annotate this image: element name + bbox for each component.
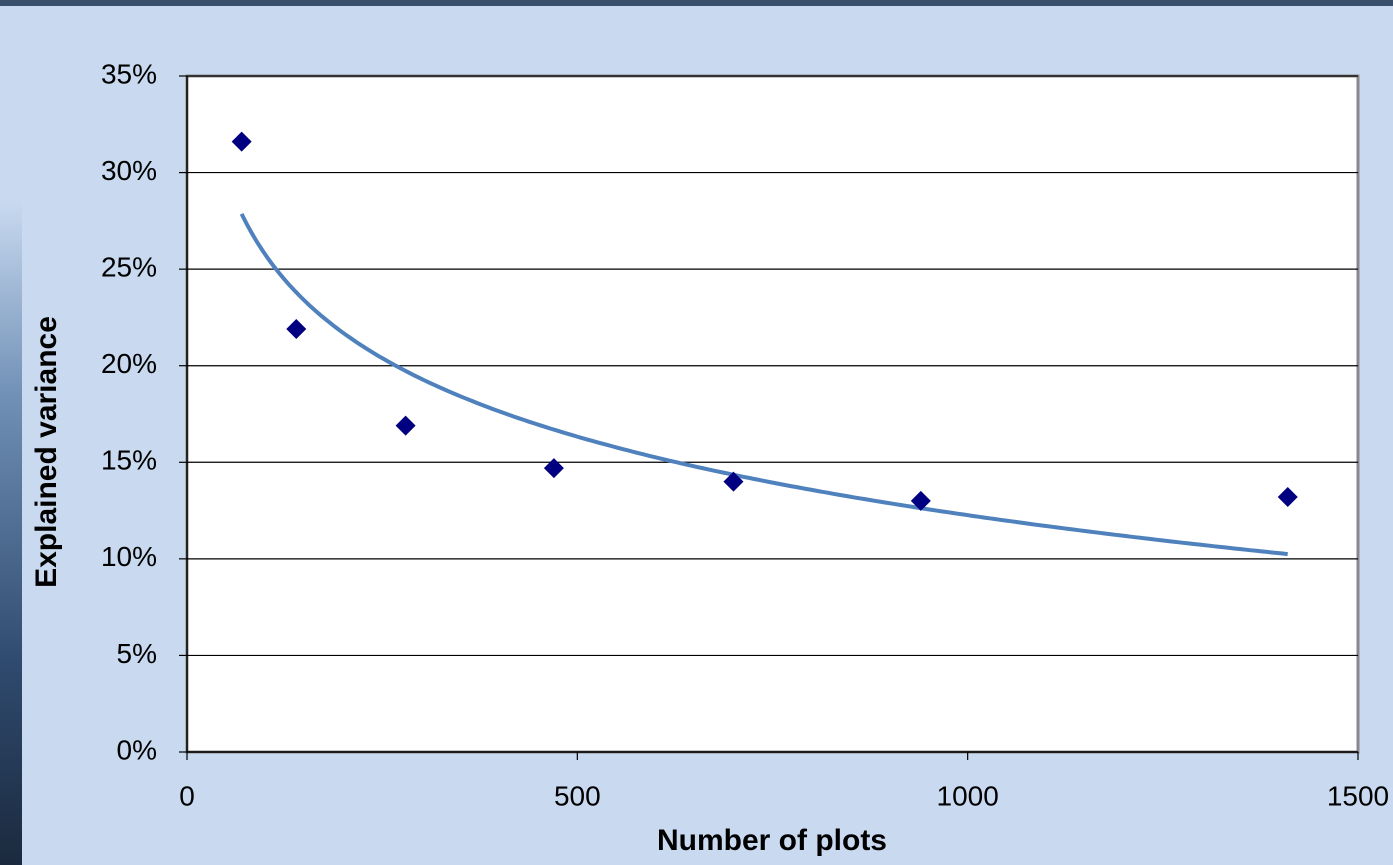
y-tick-label: 0% [117, 734, 157, 765]
y-tick-label: 20% [101, 348, 157, 379]
y-tick-label: 30% [101, 155, 157, 186]
trend-line [239, 212, 1288, 557]
data-point [910, 490, 931, 511]
x-tick-label: 1500 [1327, 780, 1389, 811]
data-point [395, 415, 416, 436]
data-point [543, 458, 564, 479]
x-tick-label: 1000 [937, 780, 999, 811]
side-image [0, 200, 22, 865]
data-point [1277, 487, 1298, 508]
y-tick-label: 5% [117, 638, 157, 669]
plot-area [185, 74, 1360, 754]
y-tick-label: 10% [101, 541, 157, 572]
x-axis-label: Number of plots [657, 824, 887, 857]
x-tick-label: 500 [554, 780, 601, 811]
data-point [723, 471, 744, 492]
data-point [286, 319, 307, 340]
x-tick-label: 0 [179, 780, 195, 811]
y-tick-label: 25% [101, 252, 157, 283]
y-tick-label: 35% [101, 58, 157, 89]
y-tick-label: 15% [101, 445, 157, 476]
data-point [231, 131, 252, 152]
top-strip [0, 0, 1393, 6]
y-axis-label: Explained variance [30, 316, 63, 588]
